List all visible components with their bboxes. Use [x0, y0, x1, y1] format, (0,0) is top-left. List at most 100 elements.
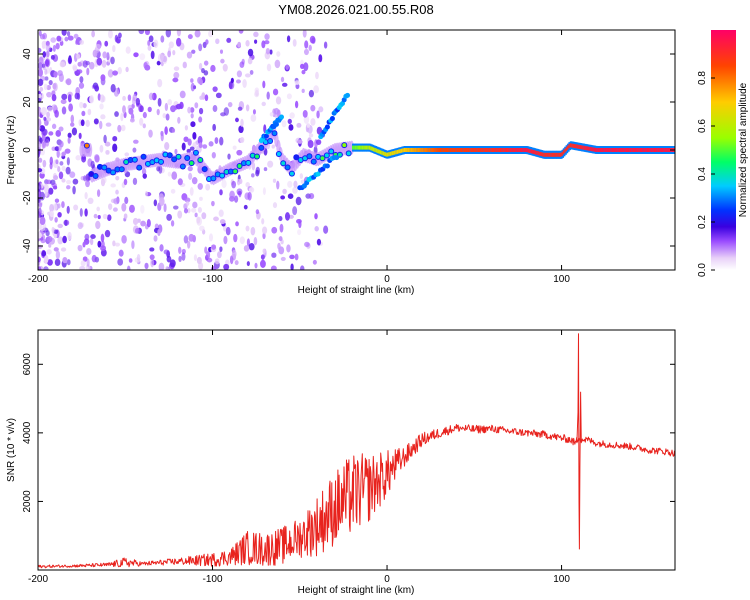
spectrogram-speckle	[315, 139, 322, 145]
spectrogram-speckle	[244, 73, 251, 78]
spectrogram-speckle	[54, 258, 61, 267]
spectrogram-speckle	[150, 258, 155, 268]
spectrogram-speckle	[271, 144, 275, 149]
spectrogram-ridge-core	[487, 148, 491, 152]
spectrogram-speckle	[96, 206, 100, 212]
spectrogram-ridge-core	[427, 148, 431, 152]
spectrogram-speckle	[47, 106, 53, 112]
spectrogram-speckle	[66, 30, 71, 37]
spectrogram-speckle	[107, 30, 113, 39]
spectrogram-ridge-core	[501, 148, 504, 152]
spectrogram-speckle	[38, 207, 42, 216]
spectrogram-speckle	[159, 197, 165, 206]
spectrogram-speckle	[157, 78, 163, 88]
spectrogram-speckle	[289, 112, 295, 119]
spectrogram-ridge-core	[664, 148, 668, 152]
spectrogram-speckle	[41, 250, 47, 257]
spectrogram-speckle	[61, 201, 65, 208]
spectrogram-speckle	[301, 88, 305, 94]
spectrogram-branch	[329, 116, 335, 122]
spectrogram-ridge-core	[572, 143, 576, 148]
spectrogram-speckle	[64, 148, 71, 154]
spectrogram-speckle	[77, 244, 83, 252]
spectrogram-ridge-core	[544, 152, 548, 157]
spectrogram-speckle	[279, 223, 284, 233]
spectrogram-speckle	[91, 30, 95, 38]
spectrogram-speckle	[231, 180, 237, 189]
spectrogram-speckle	[261, 40, 266, 49]
spectrogram-ridge-core	[215, 172, 220, 177]
spectrogram-ridge-core	[372, 147, 376, 152]
spectrogram-speckle	[262, 248, 266, 254]
spectrogram-speckle	[49, 210, 55, 218]
spectrogram-speckle	[285, 64, 290, 70]
spectrogram-branch	[315, 171, 321, 177]
spectrogram-speckle	[287, 180, 293, 188]
spectrogram-speckle	[55, 159, 59, 165]
spectrogram-speckle	[55, 250, 61, 260]
spectrogram-speckle	[281, 120, 287, 128]
spectrogram-speckle	[70, 114, 75, 124]
spectrogram-speckle	[163, 249, 170, 255]
spectrogram-ridge-core	[421, 148, 425, 152]
spectrogram-speckle	[202, 144, 208, 149]
spectrogram-speckle	[78, 132, 82, 140]
spectrogram-x-tick-label: -200	[28, 274, 48, 285]
spectrogram-speckle	[76, 53, 81, 60]
spectrogram-speckle	[175, 103, 182, 110]
spectrogram-speckle	[62, 235, 67, 244]
spectrogram-speckle	[94, 155, 100, 163]
spectrogram-speckle	[249, 70, 254, 75]
spectrogram-ridge-core	[368, 145, 372, 150]
spectrogram-ridge-core	[472, 148, 475, 152]
spectrogram-ridge-core	[582, 145, 585, 150]
spectrogram-speckle	[296, 218, 302, 224]
spectrogram-speckle	[121, 235, 127, 244]
spectrogram-ridge-core	[659, 148, 662, 152]
spectrogram-speckle	[211, 266, 217, 270]
spectrogram-speckle	[201, 92, 206, 100]
spectrogram-ridge-core	[460, 148, 464, 152]
spectrogram-speckle	[286, 93, 292, 100]
snr-frame	[37, 329, 676, 571]
spectrogram-ridge-core	[506, 148, 510, 152]
spectrogram-ridge-core	[523, 148, 527, 152]
spectrogram-ridge-core	[97, 164, 102, 169]
spectrogram-speckle	[52, 83, 57, 90]
snr-x-axis: -200 -100 0 100	[28, 330, 570, 585]
spectrogram-speckle	[81, 155, 87, 163]
spectrogram-ridge-core	[643, 148, 647, 152]
spectrogram-ridge-core	[409, 148, 412, 152]
spectrogram-speckle	[323, 41, 328, 49]
spectrogram-ridge-core	[207, 176, 212, 181]
spectrogram-speckle	[48, 131, 54, 136]
spectrogram-ridge-core	[388, 152, 391, 157]
spectrogram-speckle	[106, 52, 110, 61]
snr-y-tick-label: 2000	[22, 490, 33, 513]
spectrogram-speckle	[38, 232, 42, 239]
spectrogram-speckle	[86, 258, 90, 267]
spectrogram-ridge-core	[627, 148, 630, 152]
spectrogram-speckle	[159, 244, 164, 252]
spectrogram-speckle	[271, 252, 277, 258]
spectrogram-speckle	[81, 110, 86, 117]
spectrogram-speckle	[222, 63, 228, 72]
spectrogram-ridge-core	[519, 148, 523, 152]
spectrogram-speckle	[120, 112, 124, 122]
spectrogram-speckle	[69, 171, 76, 178]
spectrogram-ridge-core	[303, 156, 308, 161]
spectrogram-speckle	[269, 112, 274, 117]
spectrogram-ridge-core	[462, 148, 465, 152]
spectrogram-speckle	[304, 40, 309, 49]
spectrogram-speckle	[77, 61, 82, 67]
spectrogram-ridge-core	[617, 148, 620, 152]
spectrogram-ridge-core	[259, 145, 264, 150]
spectrogram-speckle	[250, 226, 256, 236]
spectrogram-speckle	[101, 59, 107, 68]
spectrogram-ridge-core	[539, 151, 542, 156]
spectrogram-speckle	[133, 139, 139, 144]
spectrogram-ridge-core	[465, 148, 468, 152]
spectrogram-speckle	[86, 248, 92, 255]
spectrogram-ridge-core	[511, 148, 514, 152]
spectrogram-speckle	[49, 156, 54, 166]
